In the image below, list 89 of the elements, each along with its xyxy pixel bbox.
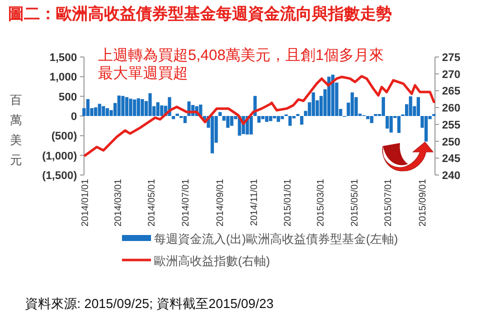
y-tick-label: 1,000	[49, 72, 77, 84]
bar	[397, 116, 401, 133]
x-tick-label: 2014/03/01	[112, 179, 124, 227]
bar	[140, 99, 144, 116]
bar	[408, 96, 412, 116]
bar	[424, 116, 428, 142]
bar	[132, 99, 136, 116]
bar	[144, 101, 148, 116]
y2-tick-label: 265	[442, 86, 460, 98]
bar	[117, 96, 121, 116]
bar	[382, 97, 385, 116]
y2-tick-label: 255	[442, 119, 460, 132]
x-tick-label: 2014/07/01	[180, 179, 192, 227]
y-axis-title: 百萬美元	[10, 93, 22, 167]
x-tick-label: 2015/01/01	[282, 179, 294, 227]
y-tick-label: 500	[58, 91, 77, 104]
bar	[160, 105, 164, 116]
bar	[366, 116, 370, 120]
bar	[86, 99, 90, 116]
bar	[335, 82, 338, 116]
bar	[250, 116, 253, 134]
y-tick-label: (1,000)	[42, 150, 78, 162]
bar	[323, 89, 327, 116]
annotation: 上週轉為買超5,408萬美元，且創1個多月來	[98, 47, 384, 64]
bar	[280, 116, 284, 120]
bar	[386, 116, 389, 129]
bar	[226, 116, 230, 128]
bar	[106, 108, 109, 116]
bar	[416, 97, 420, 116]
y-tick-label: 0	[70, 111, 77, 123]
bar	[113, 103, 117, 116]
bar	[261, 116, 264, 120]
x-tick-label: 2014/09/01	[214, 179, 226, 227]
bar	[110, 110, 113, 116]
bar	[354, 97, 358, 116]
chart-title: 圖二：歐洲高收益債券型基金每週資金流向與指數走勢	[8, 4, 392, 23]
bar	[276, 116, 280, 122]
bar	[331, 74, 334, 116]
bar	[136, 98, 140, 116]
bar	[308, 102, 312, 116]
bar	[90, 108, 94, 116]
y-tick-label: 1,500	[49, 52, 77, 64]
x-tick-label: 2015/09/01	[418, 179, 429, 227]
y-tick-label: (1,500)	[42, 170, 78, 182]
bar	[420, 116, 424, 128]
y2-tick-label: 260	[442, 102, 460, 115]
bar	[102, 106, 106, 116]
x-tick-label: 2014/05/01	[146, 179, 158, 227]
bar	[405, 104, 408, 116]
bar	[265, 116, 268, 122]
y2-tick-label: 250	[442, 136, 460, 148]
y2-tick-label: 270	[442, 68, 460, 81]
bar	[121, 96, 125, 116]
bar	[129, 98, 132, 116]
legend-label: 歐洲高收益指數(右軸)	[154, 254, 270, 268]
x-tick-label: 2015/05/01	[349, 179, 360, 227]
bar	[234, 116, 238, 120]
bar	[389, 116, 393, 133]
y2-tick-label: 245	[442, 153, 460, 166]
bar	[316, 100, 319, 116]
bar	[350, 92, 354, 116]
source-note: 資料來源: 2015/09/25; 資料截至2015/09/23	[25, 296, 274, 311]
bar	[148, 93, 152, 116]
bar	[370, 116, 374, 124]
bar	[312, 92, 316, 116]
bar	[288, 116, 292, 126]
legend-label: 每週資金流入(出)歐洲高收益債券型基金(左軸)	[154, 232, 398, 246]
bar	[218, 112, 222, 116]
x-tick-label: 2015/07/01	[383, 179, 394, 227]
x-tick-label: 2014/11/01	[248, 179, 260, 226]
bar	[230, 116, 234, 126]
y2-tick-label: 240	[442, 170, 460, 182]
y2-tick-label: 275	[442, 52, 460, 64]
annotation: 最大單週買超	[98, 65, 188, 82]
bar	[125, 97, 128, 116]
y-tick-label: (500)	[51, 130, 78, 143]
bar	[152, 106, 156, 116]
bar	[346, 102, 350, 116]
bar	[412, 106, 416, 116]
bar	[214, 116, 218, 143]
bar	[268, 116, 272, 122]
bar	[94, 107, 98, 116]
bar	[319, 96, 323, 116]
x-tick-label: 2015/03/01	[315, 179, 326, 227]
bar	[156, 102, 160, 116]
bar	[210, 116, 214, 154]
x-tick-label: 2014/01/01	[80, 179, 91, 227]
bar	[300, 116, 304, 125]
bar	[82, 108, 86, 116]
